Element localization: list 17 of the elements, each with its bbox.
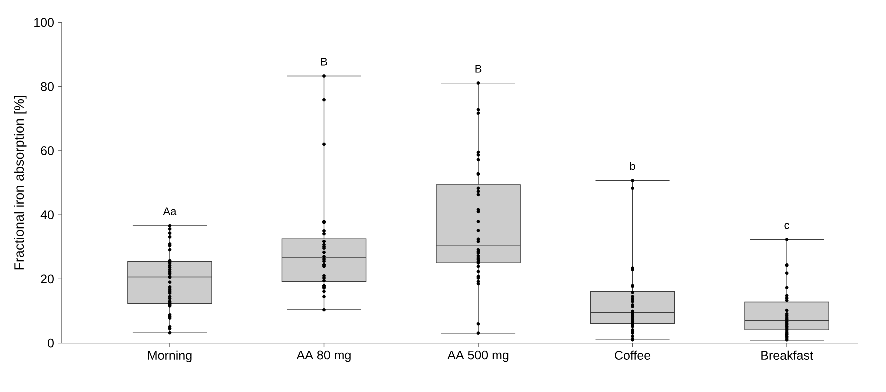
annotation: Aa <box>163 208 177 216</box>
y-tick-label: 40 <box>40 210 54 220</box>
annotation: B <box>476 65 482 73</box>
y-tick-label: 0 <box>48 338 54 348</box>
x-tick-label: Coffee <box>615 350 651 360</box>
annotation: b <box>630 162 636 170</box>
annotation: B <box>321 58 328 66</box>
y-tick-label: 20 <box>41 274 54 284</box>
y-tick-label: 60 <box>41 146 54 156</box>
x-tick-label: AA 500 mg <box>448 350 509 362</box>
x-tick-label: AA 80 mg <box>296 350 351 362</box>
y-axis-title: Fractional iron absorption [%] <box>14 96 27 270</box>
x-tick-label: Breakfast <box>762 350 814 360</box>
annotation: c <box>784 223 790 230</box>
x-tick-label: Morning <box>148 350 192 362</box>
y-tick-label: 100 <box>34 18 54 28</box>
y-tick-label: 80 <box>41 82 54 92</box>
